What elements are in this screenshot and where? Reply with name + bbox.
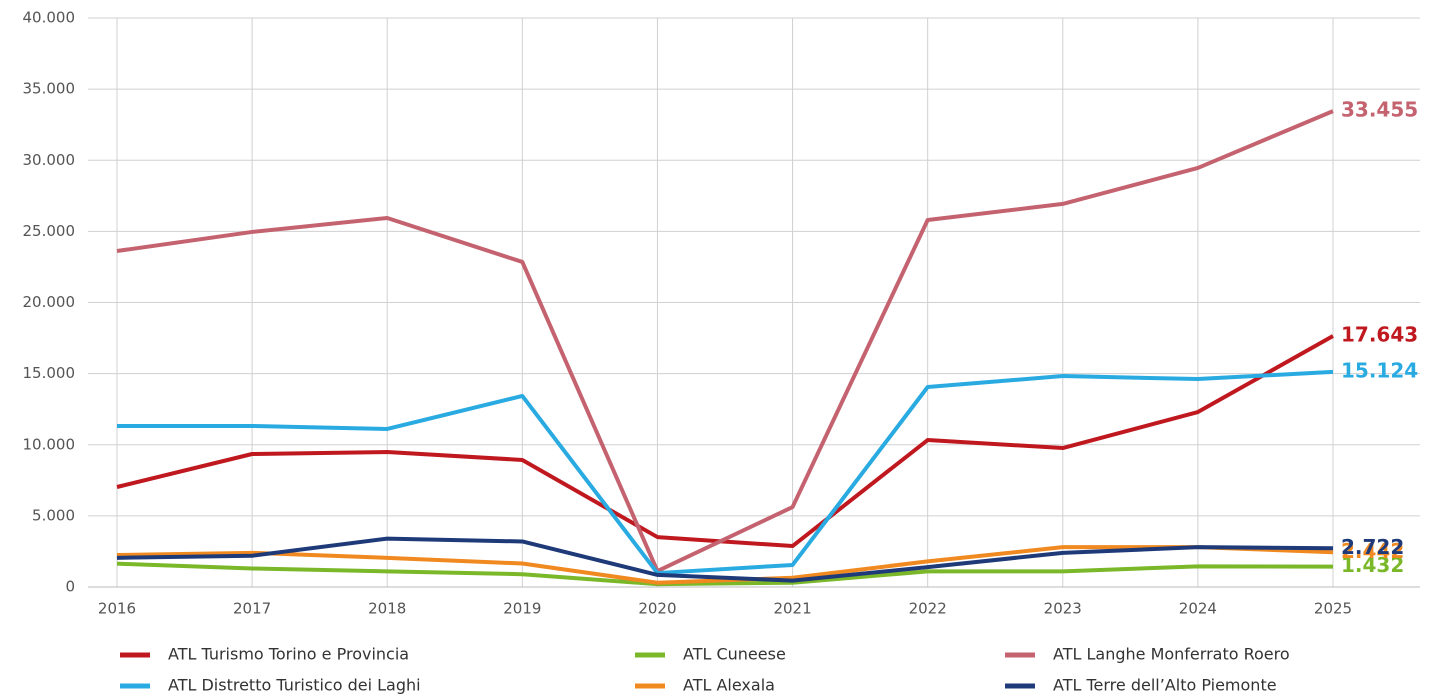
y-tick-label: 0 [65, 578, 75, 596]
value-label: 17.643 [1341, 323, 1418, 347]
legend-label: ATL Langhe Monferrato Roero [1053, 645, 1290, 664]
y-tick-label: 30.000 [23, 151, 76, 169]
y-tick-label: 10.000 [23, 435, 76, 453]
x-tick-label: 2021 [773, 600, 811, 618]
value-label: 33.455 [1341, 98, 1418, 122]
legend-label: ATL Turismo Torino e Provincia [168, 645, 409, 664]
x-tick-label: 2024 [1179, 600, 1217, 618]
value-label: 2.442 [1341, 539, 1404, 563]
series-line [117, 369, 1334, 576]
y-tick-label: 35.000 [23, 80, 76, 98]
y-tick-label: 40.000 [23, 9, 76, 27]
value-label: 2.722 [1341, 535, 1404, 559]
x-tick-label: 2020 [638, 600, 676, 618]
y-tick-label: 20.000 [23, 293, 76, 311]
x-tick-label: 2023 [1044, 600, 1082, 618]
legend-label: ATL Terre dell’Alto Piemonte [1053, 676, 1277, 695]
series-line [116, 545, 1334, 585]
series-line [116, 109, 1334, 574]
y-tick-label: 15.000 [23, 364, 76, 382]
value-label: 15.124 [1341, 358, 1418, 382]
legend-label: ATL Alexala [683, 676, 775, 695]
y-tick-label: 25.000 [23, 222, 76, 240]
x-tick-label: 2016 [98, 600, 136, 618]
x-tick-label: 2019 [503, 600, 541, 618]
x-tick-label: 2022 [909, 600, 947, 618]
x-tick-label: 2025 [1314, 600, 1352, 618]
legend-label: ATL Distretto Turistico dei Laghi [168, 676, 421, 695]
value-label: 1.432 [1341, 553, 1404, 577]
x-tick-label: 2018 [368, 600, 406, 618]
series-line [116, 334, 1334, 549]
x-tick-label: 2017 [233, 600, 271, 618]
y-tick-label: 5.000 [32, 506, 75, 524]
legend-label: ATL Cuneese [683, 645, 786, 664]
series-line [116, 536, 1334, 583]
series-line [116, 561, 1334, 587]
